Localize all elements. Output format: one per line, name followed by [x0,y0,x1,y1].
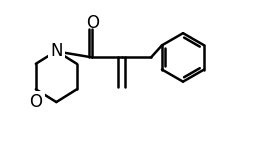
Text: O: O [86,14,99,32]
Text: O: O [29,93,42,111]
Text: N: N [50,42,62,60]
